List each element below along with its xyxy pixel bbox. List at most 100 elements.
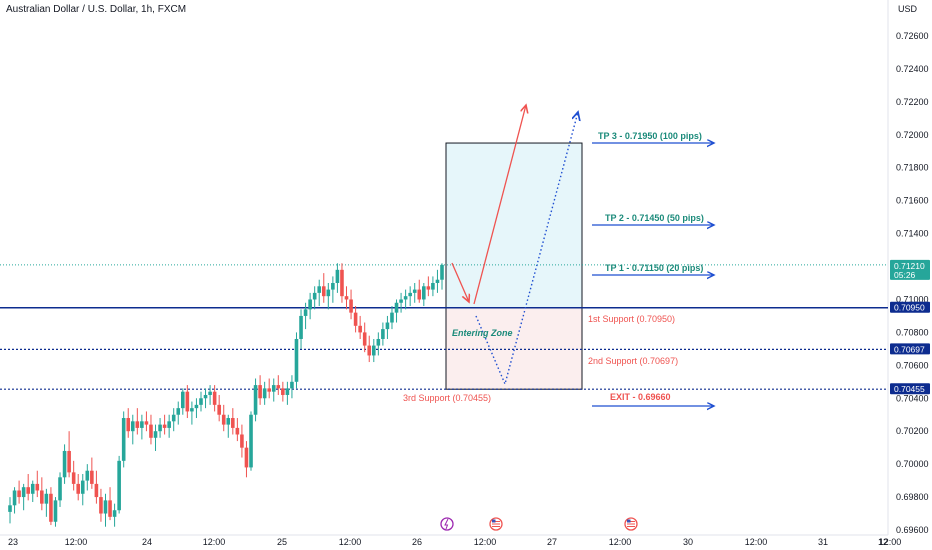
entering-zone-label: Entering Zone [452,328,513,338]
candle [181,391,185,409]
candle [49,493,53,522]
candle [253,385,258,415]
support2-price-badge[interactable] [890,343,930,355]
candle [267,388,271,392]
support2-label: 2nd Support (0.70697) [588,356,678,366]
candle [422,286,426,300]
flag-canton [627,519,631,523]
candle [85,470,90,481]
tp2-label: TP 2 - 0.71450 (50 pips) [605,213,704,223]
price-tick-label: 0.70400 [896,393,929,403]
price-tick-label: 0.70000 [896,459,929,469]
support1-label: 1st Support (0.70950) [588,314,675,324]
candle [431,283,435,290]
price-tick-label: 0.70600 [896,360,929,370]
candle [62,450,67,478]
candle [21,487,26,498]
candle [367,345,372,356]
lightning-glyph [444,518,449,530]
candle [262,388,267,399]
support3-price-badge[interactable] [890,383,930,395]
support3-price-badge-value: 0.70455 [894,384,925,394]
candle [144,421,149,425]
candle [331,283,335,290]
candle [294,338,299,382]
price-tick-label: 0.72200 [896,97,929,107]
candle [30,483,35,494]
candle [349,299,353,313]
price-tick-label: 0.72600 [896,31,929,41]
candle [140,421,144,428]
candle [8,505,12,512]
exit-label: EXIT - 0.69660 [610,392,671,402]
current-price-badge[interactable] [890,259,930,280]
candle [171,414,176,422]
candle [94,483,99,498]
support1-price-badge[interactable] [890,301,930,313]
time-tick-label: 12:00 [879,537,902,547]
time-tick-label: 30 [683,537,693,547]
candle [203,394,208,399]
time-tick-label: 12:00 [65,537,88,547]
candle [71,472,76,484]
candle [394,302,399,313]
candle [226,418,231,425]
flag-canton [492,519,496,523]
candle [17,490,21,498]
candle [340,269,344,297]
candle [326,289,331,297]
current-price-badge-countdown: 05:26 [894,270,916,280]
time-tick-label: 25 [277,537,287,547]
candle [149,424,153,438]
time-tick-label: 23 [8,537,18,547]
candle [194,404,199,409]
candle [130,421,135,432]
candle [408,292,412,297]
stop-zone[interactable] [445,307,583,390]
price-tick-label: 0.71600 [896,196,929,206]
candle [376,338,381,346]
time-tick-label: 31 [818,537,828,547]
candle [53,500,58,522]
candle [158,424,162,432]
candle [371,345,376,356]
alternative-path-arrow [475,112,578,387]
candle [399,299,403,303]
candle [299,315,303,339]
time-tick-label: 12:00 [745,537,768,547]
support3-label: 3rd Support (0.70455) [403,393,491,403]
candle [103,500,108,514]
candle [190,408,194,412]
price-tick-label: 0.70200 [896,426,929,436]
candle [217,404,221,415]
candle [58,477,62,501]
candle [40,490,44,504]
candle [126,418,131,432]
currency-label: USD [898,4,918,14]
time-tick-label: 12:00 [203,537,226,547]
time-tick-label: 12:00 [474,537,497,547]
time-tick-label: 12:00 [339,537,362,547]
price-tick-label: 0.71800 [896,163,929,173]
candle [162,424,167,428]
current-price-badge-value: 0.71210 [894,261,925,271]
price-tick-label: 0.72400 [896,64,929,74]
candle [312,292,317,300]
target-zone[interactable] [445,142,583,309]
support2-price-badge-value: 0.70697 [894,344,925,354]
time-tick-label: 12 [878,537,888,547]
candle [35,483,40,491]
candle [199,398,203,405]
candle [271,385,276,392]
lightning-icon[interactable] [440,517,454,531]
candle [285,388,290,395]
candle [117,460,121,511]
price-tick-label: 0.70800 [896,327,929,337]
candle [99,497,103,514]
candle [435,279,440,283]
support1-price-badge-value: 0.70950 [894,303,925,313]
price-tick-label: 0.72000 [896,130,929,140]
candle [353,312,358,326]
time-tick-label: 26 [412,537,422,547]
